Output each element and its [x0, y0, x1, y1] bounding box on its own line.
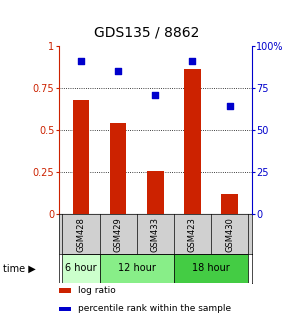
Bar	[73, 100, 89, 215]
Bar	[174, 254, 248, 283]
Bar	[59, 307, 71, 311]
Bar	[110, 123, 127, 215]
Point	[79, 58, 83, 63]
Text: percentile rank within the sample: percentile rank within the sample	[78, 304, 231, 313]
Text: log ratio: log ratio	[78, 286, 116, 295]
Text: 18 hour: 18 hour	[192, 264, 230, 273]
Text: GSM430: GSM430	[225, 217, 234, 251]
Point	[227, 104, 232, 109]
Text: GDS135 / 8862: GDS135 / 8862	[94, 25, 199, 39]
Bar	[221, 194, 238, 215]
Bar	[147, 171, 164, 215]
Bar	[100, 254, 174, 283]
Bar	[184, 69, 201, 215]
Text: time ▶: time ▶	[3, 264, 36, 273]
Text: 12 hour: 12 hour	[118, 264, 156, 273]
Point	[190, 58, 195, 63]
Text: GSM433: GSM433	[151, 217, 160, 252]
Bar	[59, 288, 71, 293]
Point	[116, 68, 120, 74]
Bar	[62, 254, 100, 283]
Text: GSM429: GSM429	[114, 217, 122, 251]
Point	[153, 92, 158, 97]
Text: GSM423: GSM423	[188, 217, 197, 251]
Text: GSM428: GSM428	[76, 217, 86, 251]
Text: 6 hour: 6 hour	[65, 264, 97, 273]
